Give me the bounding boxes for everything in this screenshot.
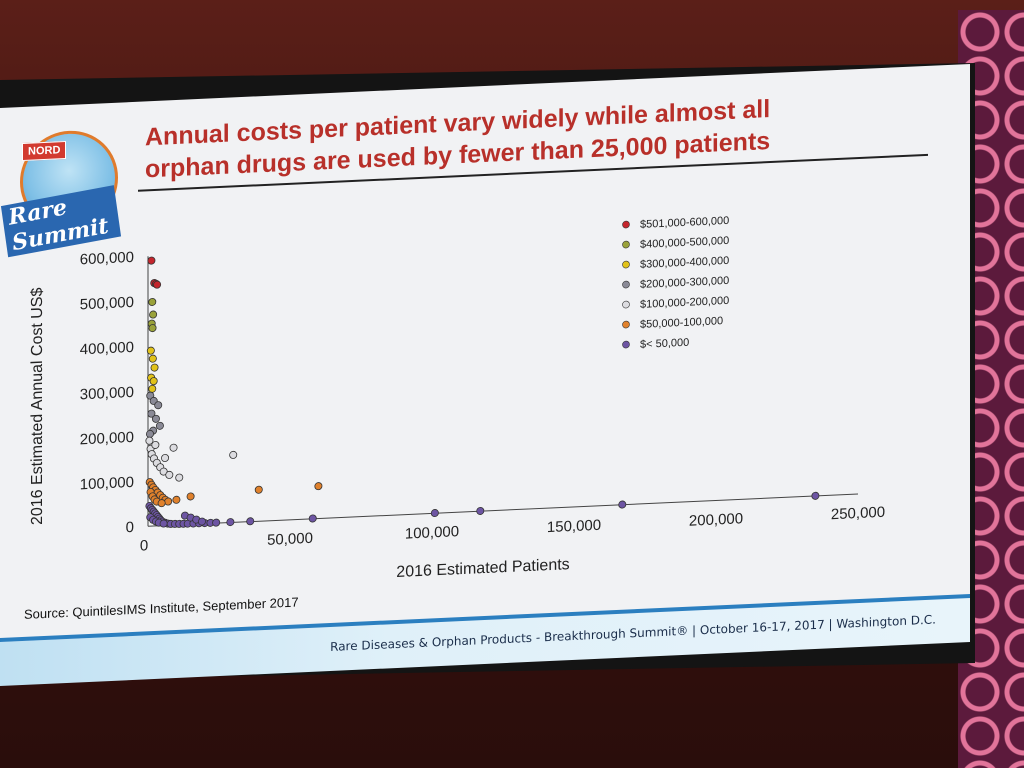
data-point (172, 495, 181, 504)
legend-marker (622, 300, 630, 309)
data-point (308, 514, 317, 523)
x-tick-label: 0 (140, 537, 148, 554)
y-tick-label: 0 (126, 519, 134, 536)
data-point (212, 518, 221, 527)
y-axis-title: 2016 Estimated Annual Cost US$ (29, 287, 46, 525)
y-axis: 0 100,000 200,000 300,000 400,000 500,000 600,… (80, 249, 134, 536)
data-point (186, 492, 195, 501)
data-point (146, 346, 155, 355)
data-point (476, 506, 485, 515)
data-point (175, 473, 184, 482)
data-point (145, 436, 154, 445)
data-point (164, 497, 173, 506)
legend: $501,000-600,000 $400,000-500,000 $300,000… (622, 215, 729, 351)
legend-label: $< 50,000 (640, 337, 689, 351)
data-point (229, 450, 238, 459)
data-point (153, 280, 162, 289)
data-point (151, 440, 160, 449)
data-point (151, 414, 160, 423)
legend-marker (622, 240, 630, 249)
y-tick-label: 100,000 (80, 474, 134, 493)
data-point (148, 297, 157, 306)
y-tick-label: 300,000 (80, 384, 134, 403)
data-point (149, 310, 158, 319)
x-tick-label: 100,000 (405, 523, 459, 542)
data-point (811, 491, 820, 500)
data-point (149, 377, 158, 386)
data-point (150, 363, 159, 372)
x-tick-label: 250,000 (831, 504, 885, 523)
data-point (618, 500, 627, 509)
data-point (314, 482, 323, 491)
x-tick-label: 150,000 (547, 517, 601, 536)
legend-label: $400,000-500,000 (640, 235, 729, 251)
data-point (197, 517, 206, 526)
data-points (145, 256, 820, 528)
data-point (159, 467, 168, 476)
data-point (147, 256, 156, 265)
x-tick-label: 200,000 (689, 510, 743, 529)
data-point (157, 499, 166, 508)
legend-label: $50,000-100,000 (640, 315, 723, 331)
data-point (148, 354, 157, 363)
x-axis: 0 50,000 100,000 150,000 200,000 250,000 (140, 504, 885, 555)
legend-marker (622, 260, 630, 269)
data-point (254, 485, 263, 494)
x-tick-label: 50,000 (267, 530, 313, 549)
data-point (165, 470, 174, 479)
data-point (159, 519, 168, 528)
y-tick-label: 400,000 (80, 339, 134, 358)
data-point (430, 509, 439, 518)
legend-label: $300,000-400,000 (640, 255, 729, 271)
y-tick-label: 500,000 (80, 294, 134, 313)
legend-marker (622, 340, 630, 349)
data-point (148, 384, 157, 393)
data-point (155, 421, 164, 430)
legend-marker (622, 320, 630, 329)
data-point (154, 401, 163, 410)
data-point (145, 429, 154, 438)
legend-marker (622, 280, 630, 289)
legend-label: $501,000-600,000 (640, 215, 729, 231)
x-axis-title: 2016 Estimated Patients (396, 556, 569, 581)
data-point (226, 518, 235, 527)
y-tick-label: 200,000 (80, 429, 134, 448)
legend-label: $200,000-300,000 (640, 275, 729, 291)
data-point (148, 324, 157, 333)
x-axis-line (148, 493, 858, 527)
legend-marker (622, 220, 630, 229)
slide: NORD Rare Summit Annual costs per patien… (0, 63, 970, 686)
y-tick-label: 600,000 (80, 249, 134, 268)
scatter-chart: 0 100,000 200,000 300,000 400,000 500,000 600,… (29, 215, 885, 581)
data-point (147, 409, 156, 418)
data-point (161, 454, 170, 463)
legend-label: $100,000-200,000 (640, 295, 729, 311)
data-point (169, 443, 178, 452)
data-point (246, 517, 255, 526)
